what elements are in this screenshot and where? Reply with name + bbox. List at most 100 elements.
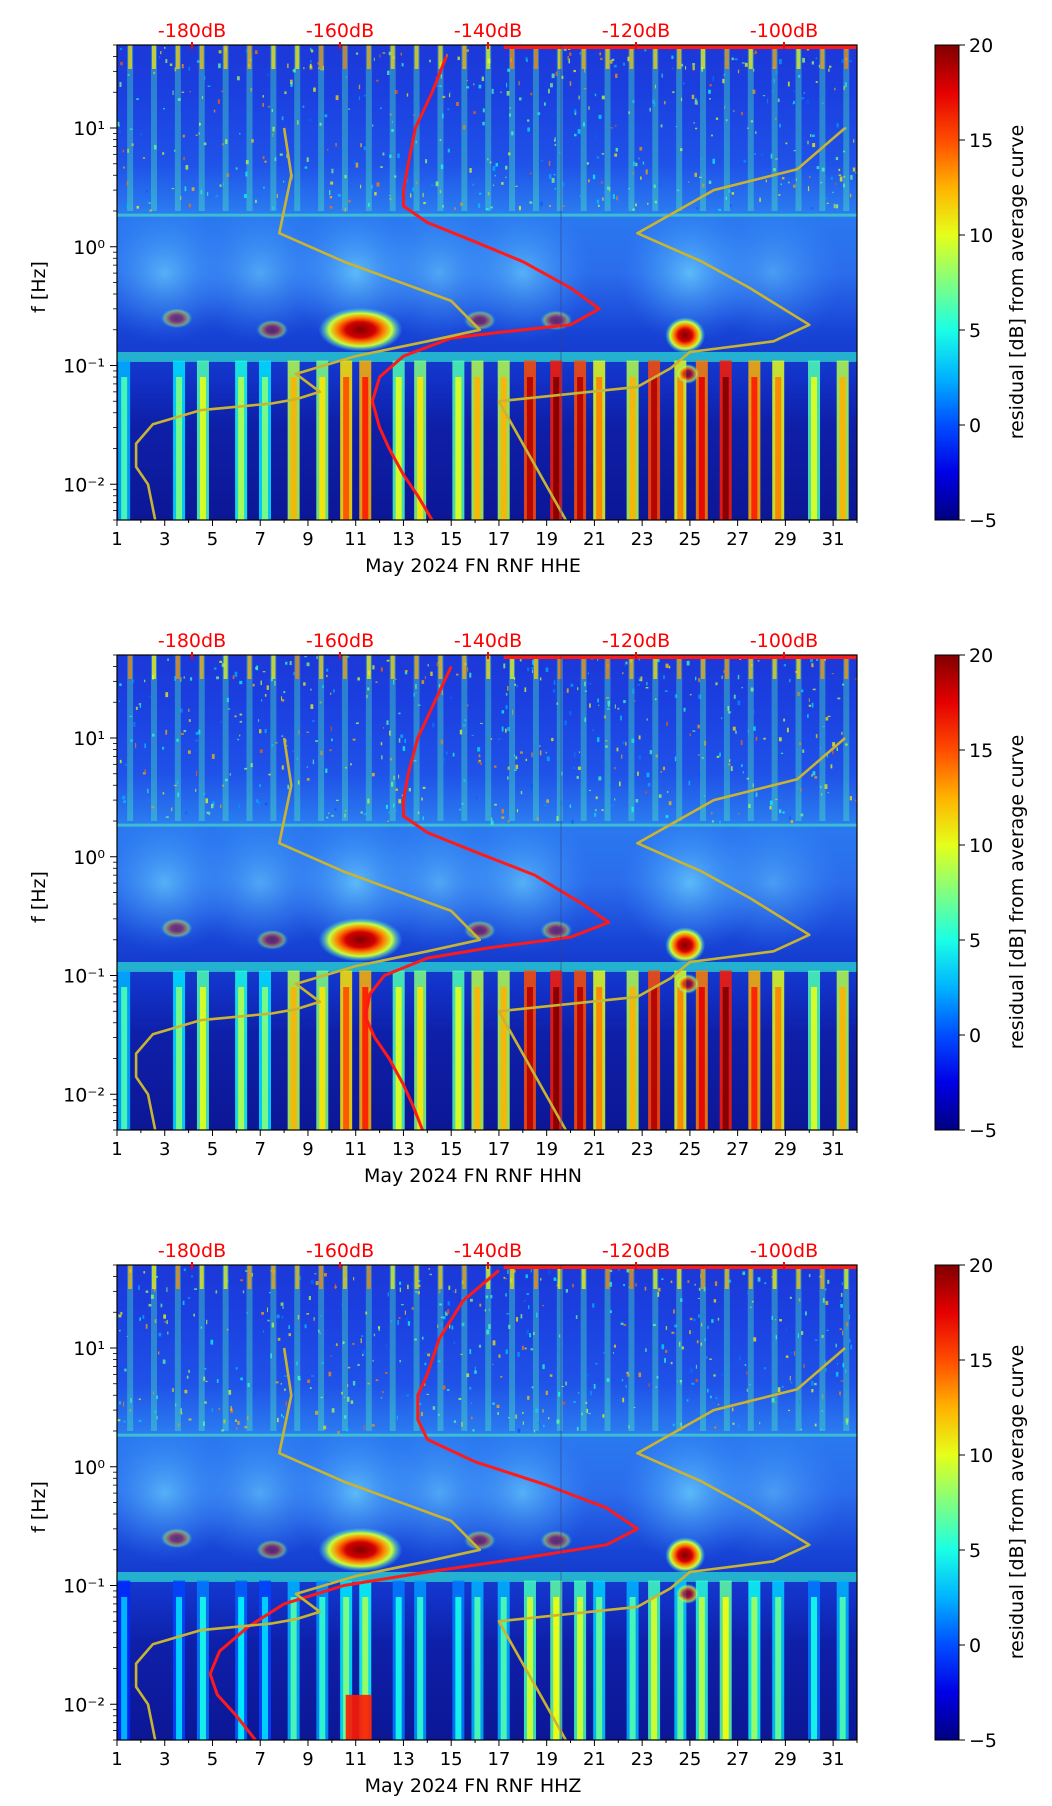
x-tick-label: 29 bbox=[774, 1749, 797, 1770]
x-tick-label: 17 bbox=[487, 529, 510, 550]
noise-model-line-2 bbox=[497, 737, 846, 1130]
noise-model-line-1 bbox=[134, 1347, 482, 1740]
x-tick-label: 7 bbox=[254, 529, 265, 550]
noise-model-line-2 bbox=[497, 127, 846, 520]
x-tick-label: 25 bbox=[678, 1139, 701, 1160]
x-tick-label: 27 bbox=[726, 1749, 749, 1770]
x-tick-label: 13 bbox=[392, 1749, 415, 1770]
y-tick-label: 10⁰ bbox=[73, 237, 105, 259]
y-tick-label: 10⁻¹ bbox=[63, 966, 105, 988]
x-tick-label: 3 bbox=[159, 529, 170, 550]
x-tick-label: 31 bbox=[822, 1139, 845, 1160]
x-tick-label: 7 bbox=[254, 1749, 265, 1770]
colorbar-label: residual [dB] from average curve bbox=[1006, 125, 1028, 440]
spectrogram-area bbox=[117, 45, 857, 520]
top-red-band bbox=[503, 1265, 857, 1269]
x-tick-label: 27 bbox=[726, 529, 749, 550]
colorbar-tick-label: 10 bbox=[969, 1445, 993, 1467]
x-tick-label: 5 bbox=[207, 1749, 218, 1770]
x-tick-label: 9 bbox=[302, 529, 313, 550]
x-tick-label: 27 bbox=[726, 1139, 749, 1160]
top-axis-label: -160dB bbox=[306, 630, 374, 652]
colorbar-tick-label: −5 bbox=[969, 1730, 997, 1752]
x-tick-label: 23 bbox=[631, 1749, 654, 1770]
top-axis-label: -180dB bbox=[158, 630, 226, 652]
top-axis-label: -160dB bbox=[306, 20, 374, 42]
top-axis-label: -140dB bbox=[454, 1240, 522, 1262]
microseism-band bbox=[117, 203, 857, 362]
spectrogram-area bbox=[117, 1265, 857, 1740]
x-tick-label: 1 bbox=[111, 1139, 122, 1160]
colorbar-tick-label: 0 bbox=[969, 1025, 981, 1047]
top-axis-label: -140dB bbox=[454, 20, 522, 42]
noise-model-line-1 bbox=[134, 737, 482, 1130]
top-axis-label: -100dB bbox=[750, 20, 818, 42]
colorbar-tick-label: −5 bbox=[969, 1120, 997, 1142]
low-frequency-bars bbox=[118, 360, 849, 520]
x-tick-label: 23 bbox=[631, 529, 654, 550]
noise-model-line-1 bbox=[134, 127, 482, 520]
low-frequency-bars bbox=[118, 970, 849, 1130]
colorbar-label: residual [dB] from average curve bbox=[1006, 1345, 1028, 1660]
x-tick-label: 11 bbox=[344, 1749, 367, 1770]
colorbar-tick-label: 15 bbox=[969, 1350, 993, 1372]
colorbar-tick-label: 5 bbox=[969, 320, 981, 342]
noise-model-line-2 bbox=[497, 1347, 846, 1740]
top-axis-label: -160dB bbox=[306, 1240, 374, 1262]
daily-streaks bbox=[127, 655, 850, 822]
y-tick-label: 10⁻² bbox=[63, 474, 105, 496]
hot-spots bbox=[160, 1527, 706, 1604]
daily-streaks bbox=[127, 45, 850, 212]
microseism-band bbox=[117, 813, 857, 972]
x-tick-label: 19 bbox=[535, 529, 558, 550]
x-tick-label: 15 bbox=[440, 1749, 463, 1770]
x-tick-label: 3 bbox=[159, 1749, 170, 1770]
colorbar bbox=[934, 1264, 960, 1741]
x-tick-label: 31 bbox=[822, 529, 845, 550]
top-axis-label: -140dB bbox=[454, 630, 522, 652]
x-tick-label: 13 bbox=[392, 1139, 415, 1160]
noise-curve-red bbox=[370, 55, 601, 520]
colorbar-label: residual [dB] from average curve bbox=[1006, 735, 1028, 1050]
x-tick-label: 9 bbox=[302, 1139, 313, 1160]
colorbar-tick-label: 5 bbox=[969, 930, 981, 952]
x-tick-label: 29 bbox=[774, 1139, 797, 1160]
noise-curve-red bbox=[363, 665, 611, 1130]
colorbar-tick-label: 20 bbox=[969, 35, 993, 57]
x-tick-label: 9 bbox=[302, 1749, 313, 1770]
x-axis-label: May 2024 FN RNF HHN bbox=[364, 1165, 582, 1187]
x-tick-label: 5 bbox=[207, 529, 218, 550]
colorbar-tick-label: 0 bbox=[969, 415, 981, 437]
y-tick-label: 10⁻¹ bbox=[63, 1576, 105, 1598]
y-tick-label: 10⁰ bbox=[73, 847, 105, 869]
x-tick-label: 5 bbox=[207, 1139, 218, 1160]
x-tick-label: 31 bbox=[822, 1749, 845, 1770]
x-tick-label: 17 bbox=[487, 1139, 510, 1160]
top-axis-label: -180dB bbox=[158, 20, 226, 42]
y-tick-label: 10¹ bbox=[73, 728, 105, 750]
colorbar bbox=[934, 654, 960, 1131]
low-frequency-bars bbox=[118, 1580, 849, 1740]
noise-curve-red bbox=[208, 1269, 639, 1740]
hot-spots bbox=[160, 917, 706, 994]
x-tick-label: 17 bbox=[487, 1749, 510, 1770]
colorbar-tick-label: 20 bbox=[969, 1255, 993, 1277]
colorbar-tick-label: −5 bbox=[969, 510, 997, 532]
colorbar-tick-label: 10 bbox=[969, 835, 993, 857]
colorbar-tick-label: 15 bbox=[969, 740, 993, 762]
daily-streaks bbox=[127, 1265, 850, 1432]
colorbar-tick-label: 15 bbox=[969, 130, 993, 152]
colorbar-tick-label: 10 bbox=[969, 225, 993, 247]
top-red-band bbox=[503, 45, 857, 49]
top-axis-label: -120dB bbox=[602, 1240, 670, 1262]
x-tick-label: 21 bbox=[583, 1749, 606, 1770]
y-tick-label: 10⁻¹ bbox=[63, 356, 105, 378]
hot-spots bbox=[160, 307, 706, 384]
x-tick-label: 7 bbox=[254, 1139, 265, 1160]
colorbar-tick-label: 20 bbox=[969, 645, 993, 667]
spectrogram-area bbox=[117, 655, 857, 1130]
x-axis-label: May 2024 FN RNF HHZ bbox=[365, 1775, 582, 1797]
